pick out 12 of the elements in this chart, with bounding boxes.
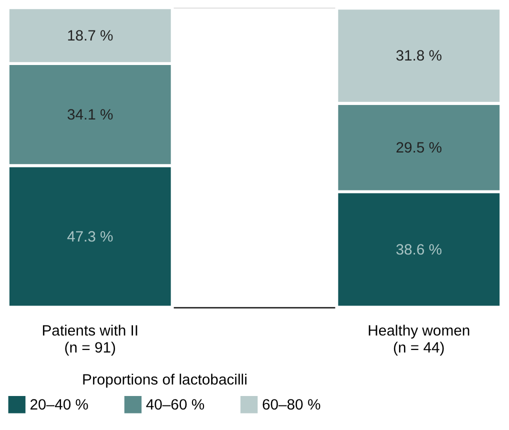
data-label: 29.5 % [396, 140, 442, 156]
legend-label: 60–80 % [262, 398, 321, 414]
legend-title: Proportions of lactobacilli [82, 372, 248, 389]
data-label: 38.6 % [396, 242, 442, 258]
x-tick-label: Healthy women (n = 44) [368, 324, 470, 356]
data-label: 34.1 % [66, 108, 114, 124]
legend-label: 40–60 % [146, 398, 205, 414]
data-label: 47.3 % [66, 229, 114, 246]
data-label: 31.8 % [396, 48, 442, 65]
data-label: 18.7 % [66, 28, 114, 45]
legend-label: 20–40 % [30, 398, 88, 414]
x-tick-label: Patients with II (n = 91) [42, 324, 138, 356]
